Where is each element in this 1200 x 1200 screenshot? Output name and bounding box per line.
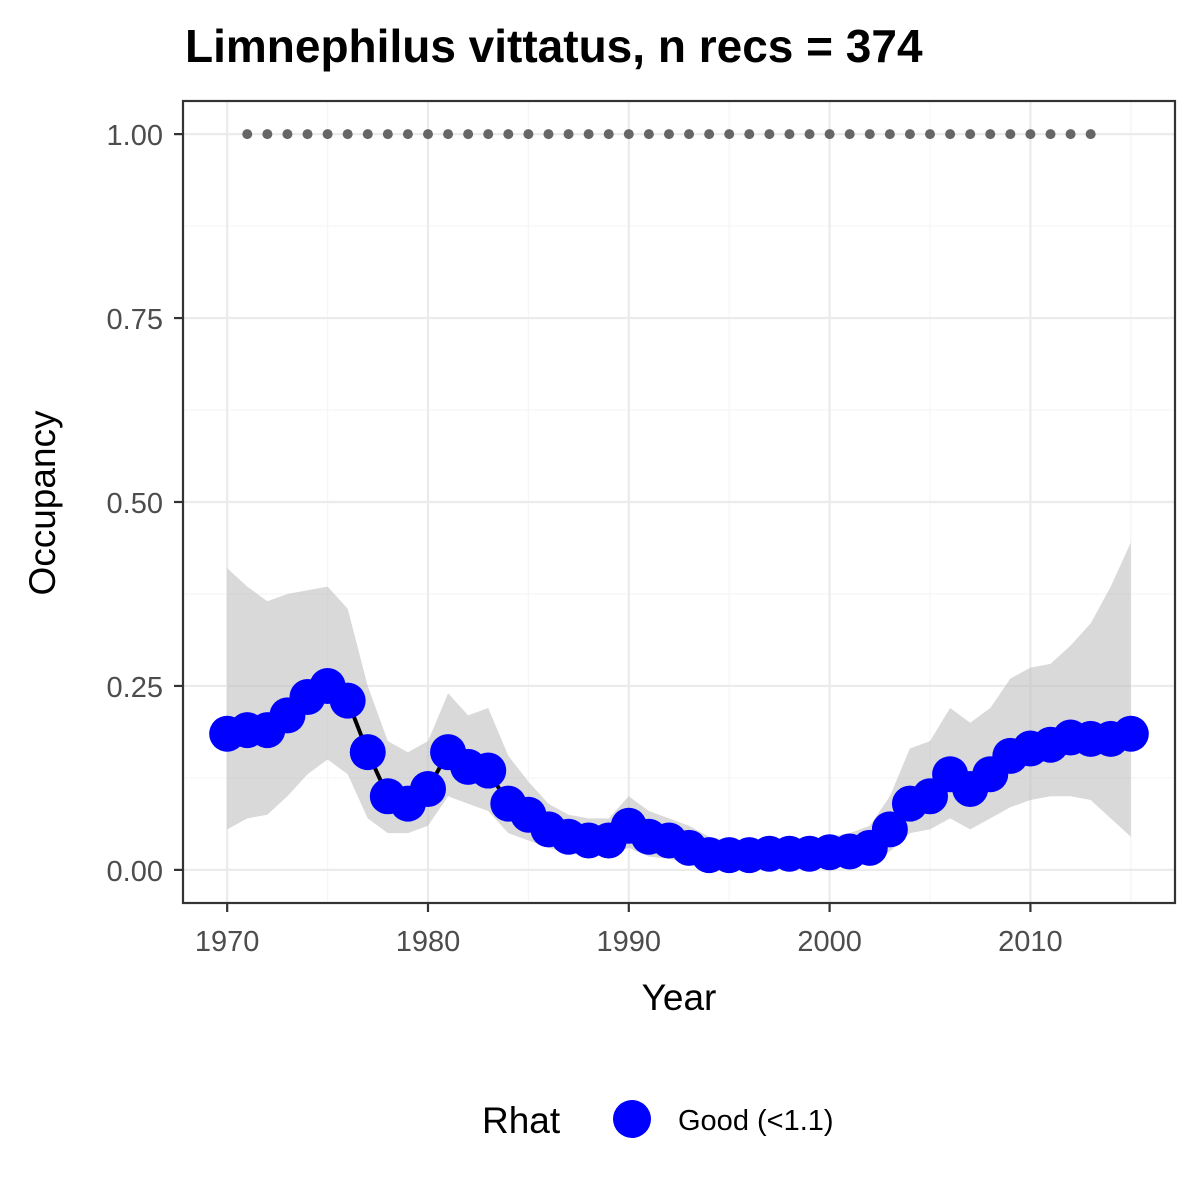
reference-point-2006 <box>945 129 956 140</box>
reference-point-1997 <box>764 129 775 140</box>
occupancy-points-layer <box>209 667 1149 874</box>
reference-point-2013 <box>1085 129 1096 140</box>
reference-point-2007 <box>965 129 976 140</box>
occupancy-point-1976 <box>329 682 366 719</box>
reference-point-1998 <box>784 129 795 140</box>
y-tick-label-4: 1.00 <box>107 120 163 152</box>
reference-point-1989 <box>603 129 614 140</box>
y-tick-label-1: 0.25 <box>107 672 163 704</box>
reference-point-1973 <box>282 129 293 140</box>
x-tick-label-1: 1980 <box>396 926 461 958</box>
occupancy-point-2015 <box>1112 715 1149 752</box>
reference-point-2009 <box>1005 129 1016 140</box>
reference-point-1978 <box>382 129 393 140</box>
occupancy-point-1983 <box>470 752 507 789</box>
reference-point-1995 <box>724 129 735 140</box>
x-axis: 1970 1980 1990 2000 2010 <box>195 903 1063 958</box>
occupancy-point-2003 <box>871 811 908 848</box>
reference-point-1981 <box>443 129 454 140</box>
reference-point-2001 <box>844 129 855 140</box>
occupancy-point-1980 <box>409 770 446 807</box>
reference-point-1993 <box>684 129 695 140</box>
occupancy-point-1977 <box>349 734 386 771</box>
reference-point-1991 <box>643 129 654 140</box>
reference-point-1982 <box>463 129 474 140</box>
y-axis-title: Occupancy <box>22 410 63 596</box>
reference-point-1994 <box>704 129 715 140</box>
x-tick-label-0: 1970 <box>195 926 260 958</box>
x-tick-label-2: 1990 <box>597 926 662 958</box>
y-tick-label-2: 0.50 <box>107 488 163 520</box>
y-tick-label-0: 0.00 <box>107 856 163 888</box>
reference-points-layer <box>242 129 1096 140</box>
reference-point-1988 <box>583 129 594 140</box>
chart-title: Limnephilus vittatus, n recs = 374 <box>185 20 923 72</box>
legend-key-good <box>613 1100 651 1138</box>
reference-point-1975 <box>322 129 333 140</box>
reference-point-2004 <box>904 129 915 140</box>
reference-point-2010 <box>1025 129 1036 140</box>
reference-point-1996 <box>744 129 755 140</box>
x-axis-title: Year <box>642 977 717 1018</box>
x-tick-label-3: 2000 <box>797 926 862 958</box>
legend-title: Rhat <box>482 1100 561 1141</box>
y-tick-label-3: 0.75 <box>107 304 163 336</box>
reference-point-1987 <box>563 129 574 140</box>
reference-point-2005 <box>925 129 936 140</box>
reference-point-1984 <box>503 129 514 140</box>
reference-point-1992 <box>663 129 674 140</box>
reference-point-1971 <box>242 129 253 140</box>
reference-point-2008 <box>985 129 996 140</box>
reference-point-2012 <box>1065 129 1076 140</box>
reference-point-1983 <box>483 129 494 140</box>
reference-point-2002 <box>864 129 875 140</box>
legend: Rhat Good (<1.1) <box>482 1100 834 1141</box>
reference-point-1999 <box>804 129 815 140</box>
y-axis: 0.00 0.25 0.50 0.75 1.00 <box>107 120 183 888</box>
credible-interval-layer <box>227 542 1131 867</box>
reference-point-1972 <box>262 129 273 140</box>
reference-point-1976 <box>342 129 353 140</box>
reference-point-1985 <box>523 129 534 140</box>
legend-label-good: Good (<1.1) <box>678 1105 834 1137</box>
credible-interval-ribbon <box>227 542 1131 867</box>
reference-point-1980 <box>422 129 433 140</box>
reference-point-1977 <box>362 129 373 140</box>
reference-point-2011 <box>1045 129 1056 140</box>
reference-point-2000 <box>824 129 835 140</box>
x-tick-label-4: 2010 <box>998 926 1063 958</box>
reference-point-1990 <box>623 129 634 140</box>
reference-point-1979 <box>402 129 413 140</box>
reference-point-1974 <box>302 129 313 140</box>
reference-point-2003 <box>884 129 895 140</box>
reference-point-1986 <box>543 129 554 140</box>
